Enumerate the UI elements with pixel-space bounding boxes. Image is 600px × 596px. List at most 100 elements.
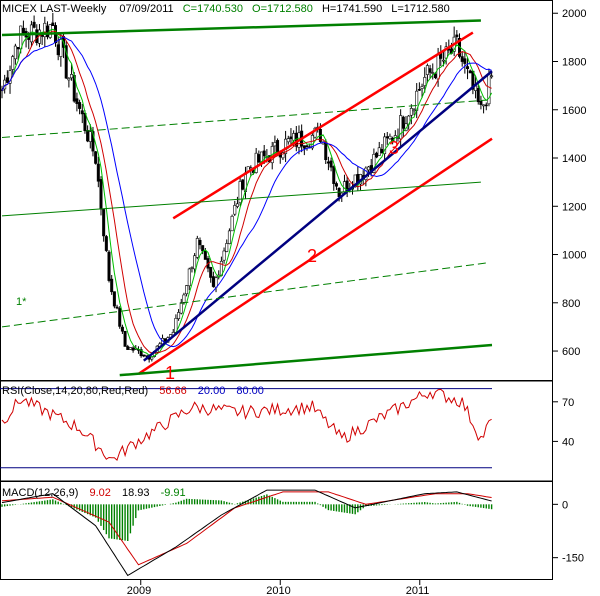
price-y-tick-label: 1000 <box>562 250 586 262</box>
support-line-3 <box>143 70 493 362</box>
macd-hist-value: -9.91 <box>161 487 186 499</box>
candle-body <box>177 312 181 319</box>
price-y-tick-label: 1600 <box>562 105 586 117</box>
candle-body <box>490 75 494 78</box>
ma-fast-line <box>1 28 493 358</box>
channel-upper-line <box>172 31 474 220</box>
candle-body <box>286 138 290 143</box>
candle-body <box>388 135 392 140</box>
base-line-1 <box>119 343 493 377</box>
candle-body <box>13 45 17 60</box>
rsi-y-tick-label: 70 <box>562 397 574 409</box>
candle-body <box>417 89 421 91</box>
price-y-tick-label: 1200 <box>562 201 586 213</box>
price-header: MICEX LAST-Weekly 07/09/2011 C=1740.530 … <box>2 3 450 15</box>
candle-body <box>468 70 472 74</box>
candle-body <box>479 100 483 105</box>
candle-body <box>420 86 424 89</box>
x-tick-label: 2010 <box>266 585 290 596</box>
rsi-plot: 40 70 <box>0 388 574 469</box>
macd-signal-line <box>1 491 492 566</box>
candle-body <box>139 349 143 357</box>
candle-body <box>326 161 330 164</box>
candle-body <box>115 306 119 309</box>
candle-body <box>273 142 277 147</box>
header-date: 07/09/2011 <box>119 3 173 15</box>
candle-body <box>107 251 111 281</box>
candle-body <box>35 29 39 43</box>
rsi-line <box>1 388 492 461</box>
candle-body <box>409 108 413 116</box>
candle-body <box>235 203 239 207</box>
candle-body <box>401 116 405 129</box>
macd-label: MACD(12,26,9) <box>2 487 78 499</box>
candle-body <box>88 131 92 142</box>
candle-body <box>21 27 25 34</box>
mid-channel-line <box>1 181 481 217</box>
candle-body <box>142 354 146 357</box>
candle-body <box>455 34 459 37</box>
candle-body <box>233 205 237 215</box>
candle-body <box>70 74 74 79</box>
rsi-value: 56.66 <box>159 385 187 397</box>
price-y-tick-label: 600 <box>562 346 580 358</box>
candle-body <box>332 166 336 184</box>
rsi-lower: 20.00 <box>198 385 226 397</box>
candle-body <box>190 267 194 269</box>
price-y-tick-label: 800 <box>562 298 580 310</box>
dashed-upper-line <box>1 99 487 139</box>
candle-body <box>118 308 122 327</box>
candle-body <box>257 154 261 163</box>
candle-body <box>110 278 114 293</box>
price-y-tick-label: 2000 <box>562 8 586 20</box>
candle-body <box>433 73 437 78</box>
candle-body <box>201 245 205 252</box>
candle-body <box>67 78 71 81</box>
candle-body <box>59 39 63 57</box>
candle-body <box>5 77 9 83</box>
candle-body <box>51 22 55 26</box>
candle-body <box>126 346 130 350</box>
candle-body <box>431 72 435 74</box>
candle-body <box>80 110 84 115</box>
candle-body <box>102 209 106 237</box>
candle-body <box>11 56 15 70</box>
candle-body <box>367 166 371 171</box>
candle-body <box>302 145 306 149</box>
candle-body <box>284 138 288 154</box>
rsi-upper: 80.00 <box>236 385 264 397</box>
x-tick-label: 2009 <box>127 585 151 596</box>
trend-label-1: 1 <box>165 363 175 383</box>
channel-lower-line <box>137 137 493 376</box>
header-low: L=1712.580 <box>391 3 449 15</box>
candle-body <box>412 109 416 112</box>
candle-body <box>463 58 467 64</box>
x-axis: 2009 2010 2011 <box>127 579 429 596</box>
macd-y-tick-label: -150 <box>562 553 584 565</box>
trend-label-1star: 1* <box>16 296 27 308</box>
candle-body <box>230 215 234 232</box>
header-open: O=1712.580 <box>252 3 313 15</box>
candle-body <box>425 65 429 75</box>
header-close: C=1740.530 <box>183 3 243 15</box>
candle-body <box>198 239 202 246</box>
price-y-tick-label: 1800 <box>562 56 586 68</box>
candle-body <box>466 66 470 70</box>
candle-body <box>195 238 199 258</box>
trend-label-2: 2 <box>307 246 317 266</box>
trend-label-3: 3 <box>389 138 399 158</box>
header-symbol: MICEX LAST-Weekly <box>2 3 107 15</box>
candle-body <box>193 255 197 270</box>
candle-body <box>45 25 49 38</box>
candle-body <box>329 160 333 168</box>
candle-body <box>227 230 231 244</box>
candle-body <box>281 152 285 159</box>
candle-body <box>144 354 148 357</box>
price-plot <box>0 12 494 377</box>
candle-body <box>32 21 36 28</box>
price-y-tick-label: 1400 <box>562 153 586 165</box>
candle-body <box>484 104 488 107</box>
candle-body <box>94 151 98 164</box>
